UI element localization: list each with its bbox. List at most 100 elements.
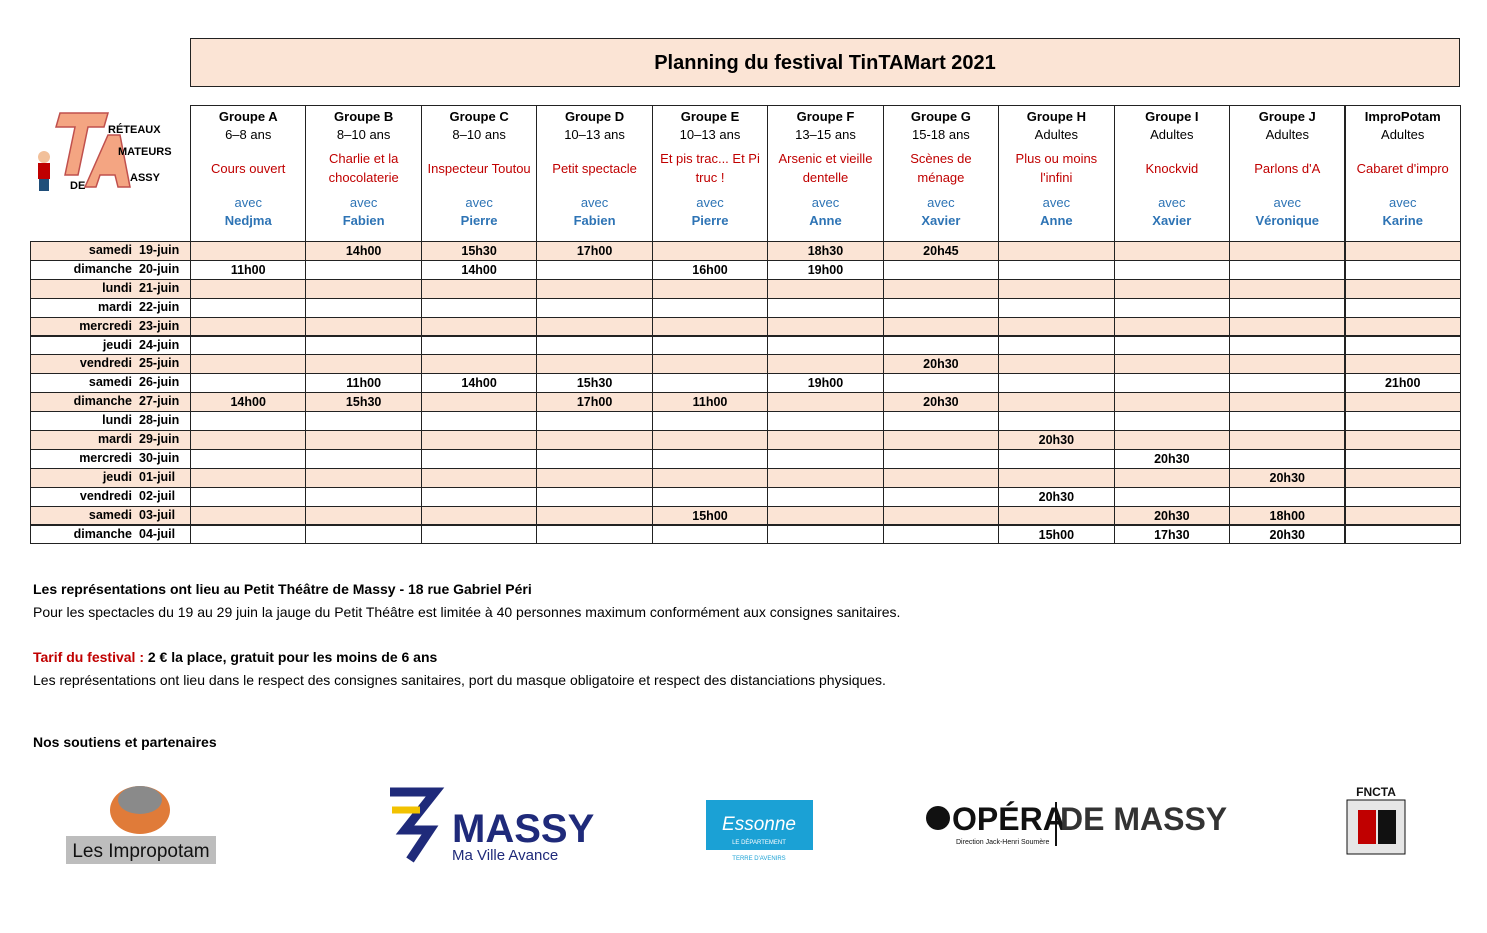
time-cell <box>882 259 1000 280</box>
time: 14h00 <box>461 262 497 277</box>
time: 17h00 <box>576 395 613 410</box>
time-cell <box>651 411 769 431</box>
time-cell: 20h30 <box>882 392 1000 413</box>
day-cell: jeudi 24-juin <box>30 335 191 356</box>
time: 11h00 <box>346 376 382 391</box>
group-director: Fabien <box>342 213 385 228</box>
time-cell: 14h00 <box>190 392 307 413</box>
time: 15h30 <box>576 376 613 391</box>
time-cell <box>882 297 1000 318</box>
day-cell: dimanche 20-juin <box>30 259 191 280</box>
partner-tag: TERRE D'AVENIRS <box>732 856 785 862</box>
time-cell <box>536 297 653 318</box>
tarif: 2 € la place, gratuit pour les moins de … <box>147 649 438 665</box>
date: 01-juil <box>139 469 176 484</box>
time-cell <box>767 297 884 318</box>
time-cell <box>536 259 653 280</box>
day-cell: lundi 28-juin <box>30 411 191 431</box>
show-title: Scènes de ménage <box>910 151 972 185</box>
day-cell: vendredi 02-juil <box>30 486 191 507</box>
time-cell <box>190 467 307 488</box>
partner-slogan: Ma Ville Avance <box>452 847 558 864</box>
time-cell: 14h00 <box>420 373 538 394</box>
time-cell <box>1344 354 1461 375</box>
time-cell <box>1344 467 1461 488</box>
time: 14h00 <box>461 376 497 391</box>
time: 14h00 <box>345 244 382 258</box>
logo-text: MATEURS <box>118 146 172 158</box>
time-cell <box>882 486 1000 507</box>
group-director: Anne <box>809 213 842 228</box>
time-cell <box>1229 448 1346 469</box>
time-cell: 18h00 <box>1229 505 1346 526</box>
time-cell <box>305 316 422 337</box>
day-cell: jeudi 01-juil <box>30 467 191 488</box>
time: 15h00 <box>1038 527 1075 542</box>
day: jeudi <box>102 337 132 352</box>
time-cell <box>998 259 1115 280</box>
time: 19h00 <box>807 376 844 391</box>
time-cell <box>998 241 1115 261</box>
time-cell <box>651 278 769 299</box>
time-cell <box>1113 486 1231 507</box>
time-cell <box>536 524 653 545</box>
day: vendredi <box>79 356 132 371</box>
partner-name: Les Impropotam <box>72 841 209 862</box>
time-cell <box>1113 430 1231 450</box>
time-cell <box>767 448 884 469</box>
date: 21-juin <box>139 280 180 295</box>
avec: avec <box>349 195 378 210</box>
time-cell <box>420 524 538 545</box>
time-cell <box>420 297 538 318</box>
time-cell: 17h30 <box>1113 524 1231 545</box>
group-age: 8–10 ans <box>336 127 391 142</box>
day: jeudi <box>102 469 132 484</box>
time-cell <box>651 486 769 507</box>
time-cell <box>190 524 307 545</box>
time-cell <box>1113 354 1231 375</box>
group-header: Groupe D 10–13 ans Petit spectacle avec Fabi… <box>536 105 653 242</box>
time-cell <box>1113 411 1231 431</box>
time-cell <box>536 278 653 299</box>
time-cell <box>767 486 884 507</box>
time-cell <box>190 448 307 469</box>
time-cell <box>882 316 1000 337</box>
time: 14h00 <box>230 395 266 410</box>
group-header: Groupe H Adultes Plus ou moins l'infini ave… <box>998 105 1115 242</box>
capacity: Pour les spectacles du 19 au 29 juin la … <box>33 604 901 620</box>
group-header: Groupe G 15-18 ans Scènes de ménage avec Xav… <box>882 105 1000 242</box>
group-age: Adultes <box>1381 127 1425 142</box>
time-cell <box>305 278 422 299</box>
time: 11h00 <box>692 395 728 410</box>
time-cell <box>767 430 884 450</box>
group-age: 10–13 ans <box>564 127 625 142</box>
title-box: Planning du festival TinTAMart 2021 <box>190 38 1460 87</box>
day: dimanche <box>73 261 132 276</box>
time-cell: 20h30 <box>998 430 1115 450</box>
show-title: Petit spectacle <box>552 160 637 176</box>
time: 15h00 <box>692 508 728 523</box>
group-header: Groupe F 13–15 ans Arsenic et vieille dent… <box>767 105 884 242</box>
time-cell <box>882 505 1000 526</box>
time-cell <box>305 505 422 526</box>
group-header: Groupe B 8–10 ans Charlie et la chocolater… <box>305 105 422 242</box>
time-cell <box>1344 259 1461 280</box>
time-cell <box>420 411 538 431</box>
date: 23-juin <box>139 318 180 333</box>
time-cell <box>651 467 769 488</box>
group-name: Groupe B <box>334 109 394 124</box>
time-cell <box>651 354 769 375</box>
group-director: Xavier <box>921 213 961 228</box>
time-cell <box>1344 448 1461 469</box>
group-header: Groupe C 8–10 ans Inspecteur Toutou avec Pie… <box>420 105 538 242</box>
time-cell <box>651 524 769 545</box>
time-cell <box>998 505 1115 526</box>
time-cell <box>1229 354 1346 375</box>
time-cell <box>190 430 307 450</box>
time-cell <box>998 316 1115 337</box>
date: 28-juin <box>139 413 180 428</box>
time-cell: 20h30 <box>1113 505 1231 526</box>
time-cell <box>998 392 1115 413</box>
date: 20-juin <box>139 261 180 276</box>
time-cell: 15h30 <box>536 373 653 394</box>
